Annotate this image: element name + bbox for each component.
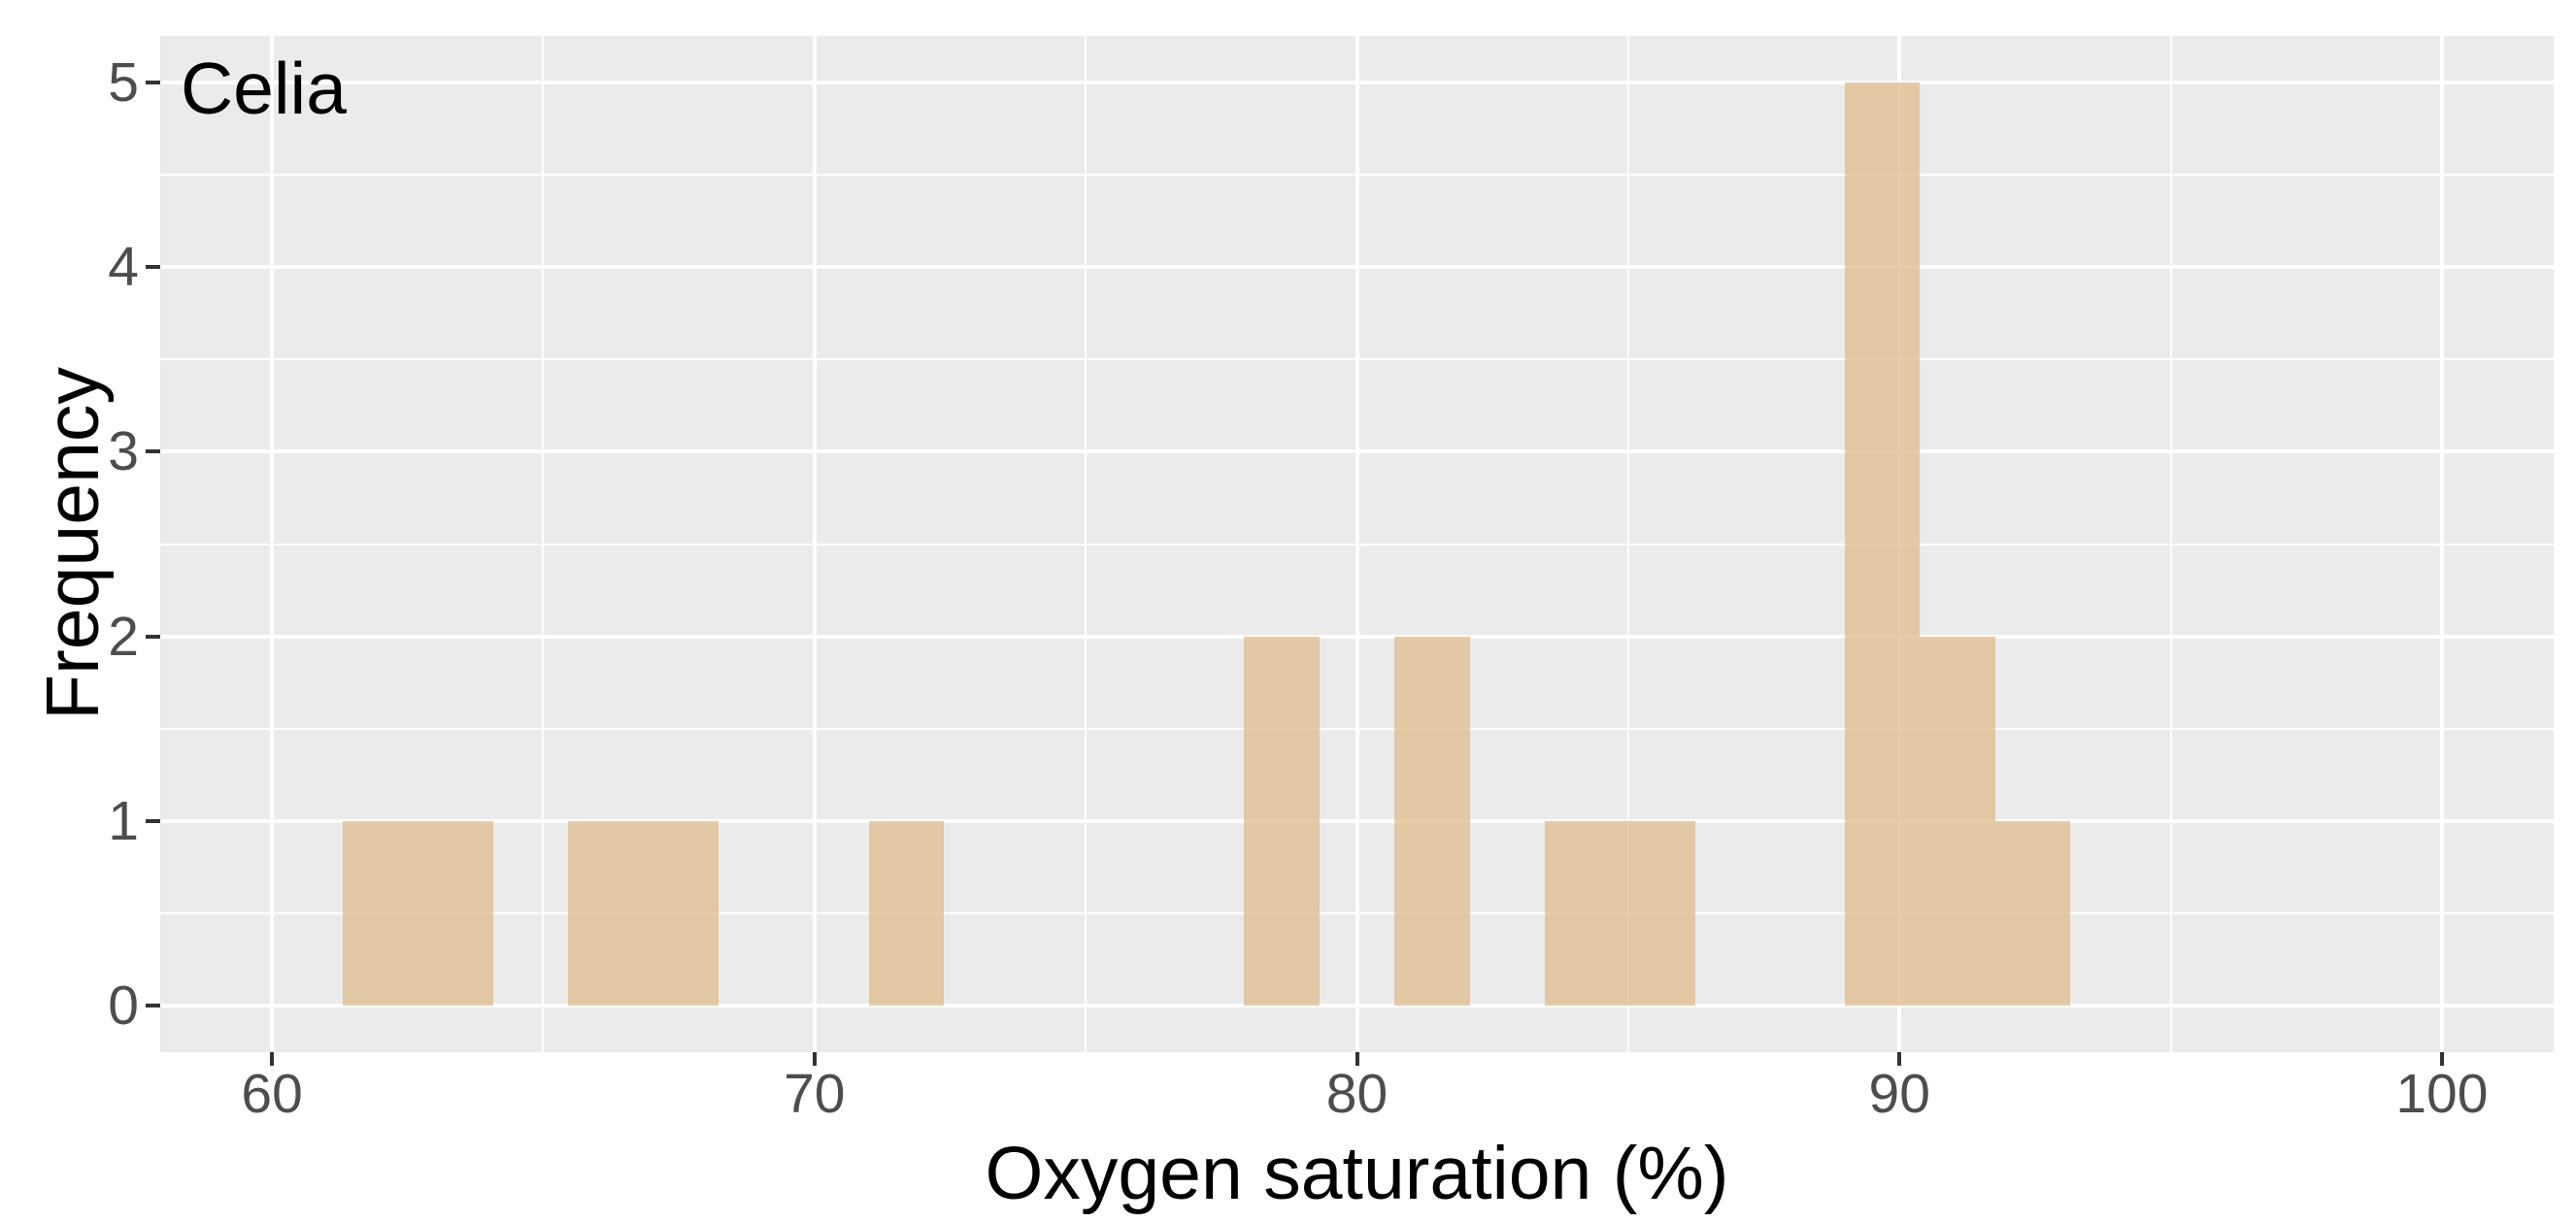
y-tick-label: 1 (108, 790, 139, 853)
gridline-major-y (160, 80, 2554, 84)
histogram-bar (1620, 821, 1695, 1007)
x-tick-label: 100 (2395, 1063, 2489, 1125)
histogram-bar (1995, 821, 2071, 1007)
histogram-bar (643, 821, 719, 1007)
histogram-bar (418, 821, 494, 1007)
histogram-bar (343, 821, 418, 1007)
histogram-bar (1244, 636, 1320, 1007)
x-tick-mark (1355, 1052, 1359, 1066)
y-tick-label: 5 (108, 50, 139, 114)
y-tick-mark (146, 449, 160, 454)
gridline-major-y (160, 634, 2554, 639)
annotation-celia: Celia (181, 48, 347, 129)
histogram-bar (1845, 82, 1921, 1007)
y-tick-mark (146, 819, 160, 824)
histogram-bar (1920, 636, 1996, 1007)
gridline-major-x (1355, 36, 1359, 1052)
histogram-bar (1394, 636, 1470, 1007)
y-tick-label: 3 (108, 420, 139, 483)
x-axis-title: Oxygen saturation (%) (985, 1132, 1729, 1215)
gridline-major-y (160, 264, 2554, 269)
histogram-bar (1544, 821, 1621, 1007)
gridline-major-y (160, 1004, 2554, 1008)
gridline-major-x (812, 36, 817, 1052)
gridline-major-y (160, 819, 2554, 824)
x-tick-mark (2439, 1052, 2444, 1066)
x-tick-label: 90 (1868, 1063, 1930, 1125)
y-tick-label: 2 (108, 605, 139, 668)
y-tick-mark (146, 634, 160, 639)
y-tick-mark (146, 1004, 160, 1008)
gridline-major-x (2439, 36, 2444, 1052)
gridline-major-y (160, 449, 2554, 454)
histogram-bar (868, 821, 944, 1007)
x-tick-label: 60 (241, 1063, 303, 1125)
x-tick-mark (270, 1052, 275, 1066)
gridline-major-x (270, 36, 275, 1052)
histogram-bar (568, 821, 644, 1007)
y-tick-mark (146, 264, 160, 269)
x-tick-mark (812, 1052, 817, 1066)
plot-panel (160, 36, 2554, 1052)
y-tick-mark (146, 80, 160, 84)
y-tick-label: 0 (108, 974, 139, 1038)
x-tick-label: 80 (1325, 1063, 1388, 1125)
y-tick-label: 4 (108, 235, 139, 298)
x-tick-mark (1897, 1052, 1902, 1066)
x-tick-label: 70 (784, 1063, 846, 1125)
